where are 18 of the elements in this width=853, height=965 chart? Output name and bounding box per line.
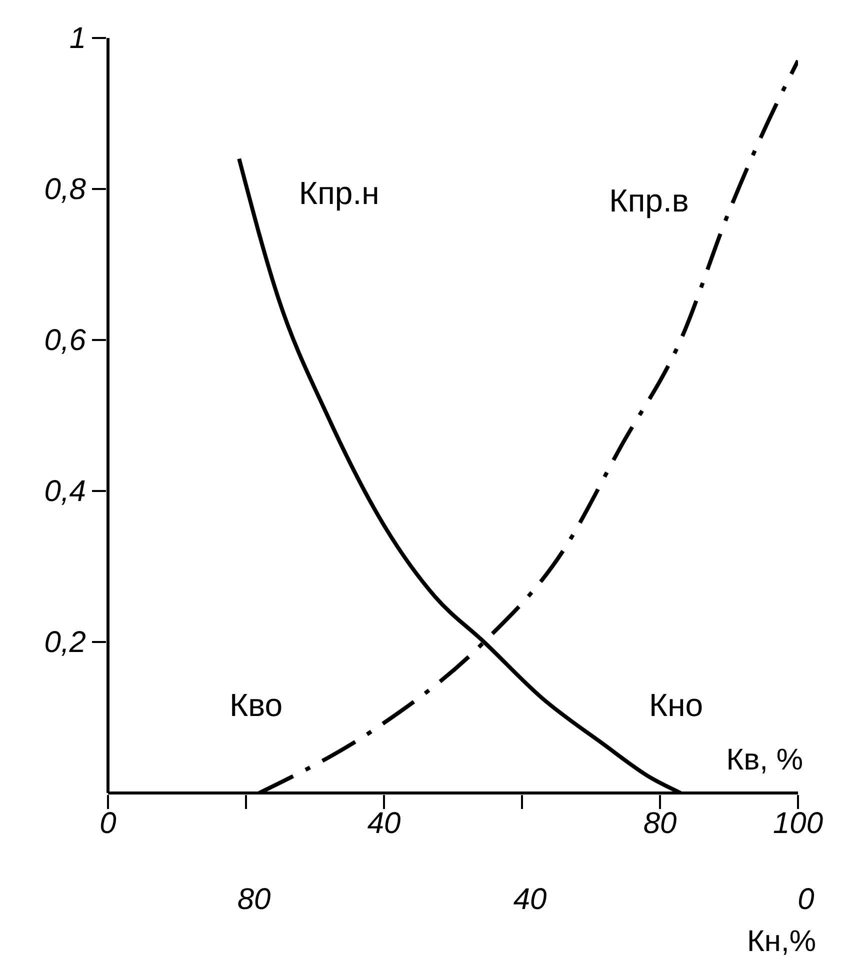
x2-tick-label: 80 [237,883,271,916]
y-tick-label: 1 [69,22,86,55]
y-tick-label: 0,4 [44,475,86,508]
x-tick-label: 40 [367,807,401,840]
y-tick-label: 0,8 [44,173,86,206]
series-label: Кпр.в [609,182,689,219]
annotation: Кво [229,687,283,723]
y-tick-label: 0,2 [44,626,86,659]
x2-tick-label: 40 [513,883,547,916]
x-tick-label: 100 [772,807,824,840]
x2-tick-label: 0 [798,883,815,916]
y-tick-label: 0,6 [44,324,86,357]
x-axis-title: Кв, % [726,743,803,776]
annotation: Кно [648,687,704,723]
x-tick-label: 0 [100,807,117,840]
x2-axis-title: Кн,% [746,925,816,958]
series-label: Кпр.н [298,174,380,211]
x-tick-label: 80 [643,807,677,840]
